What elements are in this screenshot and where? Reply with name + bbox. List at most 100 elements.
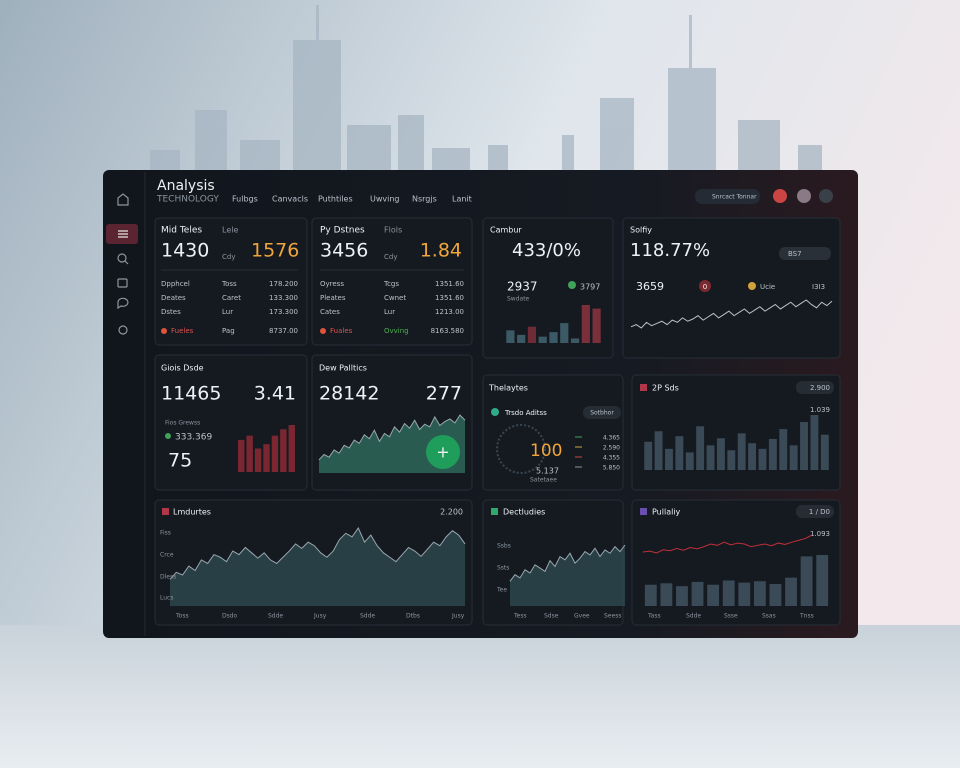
nav-item: Lanit xyxy=(452,195,472,204)
metric: 28142 xyxy=(319,383,379,405)
status-dot xyxy=(320,328,326,334)
legend-text: 5.850 xyxy=(603,465,620,472)
status-dot xyxy=(568,281,576,289)
y-tick-label: Fiss xyxy=(160,530,171,537)
bar xyxy=(727,450,736,470)
bar xyxy=(753,581,766,606)
line xyxy=(630,299,833,329)
badge xyxy=(699,280,711,292)
label: 2937 xyxy=(507,280,538,294)
nav-item: Canvacls xyxy=(272,195,308,204)
sidebar-icons[interactable] xyxy=(106,193,138,335)
card-icon xyxy=(491,508,498,515)
bar xyxy=(549,332,558,343)
skyline xyxy=(150,5,822,170)
label: Flols xyxy=(384,226,402,235)
avatar[interactable] xyxy=(773,189,787,203)
bar xyxy=(685,452,694,470)
metric: 433/0% xyxy=(512,240,581,261)
metric: 118.77% xyxy=(630,240,710,261)
label: Cdy xyxy=(384,253,397,261)
label: Lele xyxy=(222,226,238,235)
row-label: Lur xyxy=(222,308,233,316)
chip-text: Sotbhor xyxy=(590,410,614,417)
x-tick-label: Jusy xyxy=(313,613,327,620)
x-tick-label: Ssas xyxy=(762,613,776,620)
line xyxy=(318,414,466,461)
chip-text: BS7 xyxy=(788,250,802,258)
bar xyxy=(789,445,798,470)
chip xyxy=(583,406,621,419)
row-label: Toss xyxy=(221,280,237,288)
label: I3I3 xyxy=(812,283,825,291)
bar xyxy=(800,556,813,606)
area xyxy=(510,545,625,606)
bar xyxy=(676,586,688,606)
x-tick-label: Jusy xyxy=(451,613,465,620)
bar xyxy=(716,438,725,470)
card-title: Dew Palltics xyxy=(319,364,367,373)
card-title: Lmdurtes xyxy=(173,508,211,517)
row-label: Oyress xyxy=(320,280,344,288)
card-title: Thelaytes xyxy=(488,384,528,393)
row-value: 8737.00 xyxy=(269,327,298,335)
badge xyxy=(748,282,756,290)
bar xyxy=(263,444,270,472)
label: 3659 xyxy=(636,280,664,293)
legend-text: 4.365 xyxy=(603,435,620,442)
nav-item: Fulbgs xyxy=(232,195,258,204)
bar xyxy=(506,330,515,343)
card-title: Pullaliy xyxy=(652,508,681,517)
row-label: Pag xyxy=(222,327,235,335)
row-label: Tcgs xyxy=(383,280,399,288)
search-box[interactable] xyxy=(695,189,760,204)
bar xyxy=(570,338,580,343)
avatar[interactable] xyxy=(797,189,811,203)
label: Trsdo Aditss xyxy=(504,409,547,417)
app-subtitle: TECHNOLOGY xyxy=(156,195,219,205)
label: 1.093 xyxy=(810,530,830,538)
chip-text: 1 / D0 xyxy=(809,508,830,516)
metric: 11465 xyxy=(161,383,221,405)
add-button[interactable] xyxy=(426,435,460,469)
card-icon xyxy=(640,508,647,515)
chip xyxy=(796,505,834,518)
bar xyxy=(592,308,601,343)
x-tick-label: Ssse xyxy=(724,613,738,620)
label: 5.137 xyxy=(536,467,559,476)
row-label: Dstes xyxy=(161,308,181,316)
avatar[interactable] xyxy=(819,189,833,203)
chip xyxy=(779,247,831,260)
metric: 1430 xyxy=(161,240,209,262)
bar xyxy=(800,422,808,470)
row-label: Ovving xyxy=(384,327,409,335)
row-value: 1213.00 xyxy=(435,308,464,316)
chip-text: 2.200 xyxy=(440,508,463,517)
bar xyxy=(254,448,262,472)
bar xyxy=(238,439,245,472)
row-value: 8163.580 xyxy=(431,327,464,335)
label: Cdy xyxy=(222,253,235,261)
label: 3797 xyxy=(580,283,600,292)
row-label: Fueles xyxy=(171,327,194,335)
status-dot xyxy=(161,328,167,334)
bar xyxy=(660,583,673,606)
app-title: Analysis xyxy=(157,178,215,194)
bar xyxy=(820,434,829,470)
bar xyxy=(560,323,569,343)
bar xyxy=(816,555,829,606)
label: 1.039 xyxy=(810,406,830,414)
x-tick-label: Sdde xyxy=(686,613,701,620)
y-tick-label: Tee xyxy=(496,587,507,594)
row-value: 1351.60 xyxy=(435,294,464,302)
legend-text: 2.590 xyxy=(603,445,620,452)
bar xyxy=(785,577,797,606)
ring xyxy=(496,424,546,474)
bar xyxy=(644,441,653,470)
x-tick-label: Gvee xyxy=(574,613,590,620)
nav-item: Uwving xyxy=(370,195,400,204)
card-title: Giois Dsde xyxy=(161,364,204,373)
bar xyxy=(737,433,746,470)
label: 0 xyxy=(703,283,707,291)
label: Swdate xyxy=(507,296,530,303)
